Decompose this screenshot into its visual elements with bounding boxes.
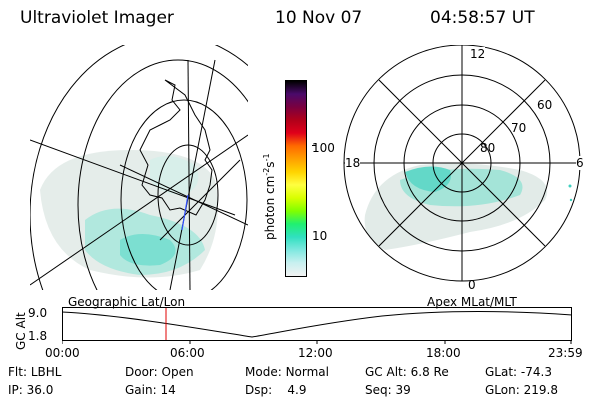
altitude-xtick-1800: 18:00: [426, 346, 461, 360]
altitude-ytick-9: 9.0: [28, 306, 48, 320]
status-glat: GLat: -74.3: [485, 365, 552, 379]
colorbar-unit-label: photon cm-2s-1: [262, 153, 277, 240]
time-label: 04:58:57 UT: [430, 8, 535, 28]
coastline: [139, 79, 213, 216]
instrument-title: Ultraviolet Imager: [20, 8, 174, 28]
meridian-line: [119, 164, 248, 226]
mlat-label-80: 80: [480, 141, 496, 155]
altitude-ytick-1.8: 1.8: [28, 329, 48, 343]
altitude-xtick-0000: 00:00: [45, 346, 80, 360]
colorbar-gradient: [286, 81, 306, 276]
meridian-line: [159, 159, 241, 241]
colorbar-tick-10: 10: [312, 229, 328, 243]
date-label: 10 Nov 07: [275, 8, 363, 28]
geographic-map-panel: [30, 45, 248, 290]
mlat-label-60: 60: [537, 98, 553, 112]
altitude-ylabel: GC Alt: [14, 312, 28, 350]
status-gcalt: GC Alt: 6.8 Re: [365, 365, 449, 379]
status-door: Door: Open: [125, 365, 194, 379]
status-mode: Mode: Normal: [245, 365, 329, 379]
geographic-panel-title: Geographic Lat/Lon: [68, 295, 186, 309]
pole-marker: [181, 194, 189, 231]
mlt-line-diagonal: [378, 79, 546, 247]
meridian-line: [30, 134, 248, 286]
mlt-label-6: 6: [576, 156, 584, 170]
status-dsp: Dsp: 4.9: [245, 383, 307, 397]
meridian-line: [187, 59, 191, 290]
status-ip: IP: 36.0: [8, 383, 54, 397]
meridian-line: [169, 59, 216, 290]
apex-panel-title: Apex MLat/MLT: [427, 295, 517, 309]
latitude-circle: [157, 144, 219, 246]
status-seq: Seq: 39: [365, 383, 411, 397]
latitude-circle: [77, 59, 248, 290]
latitude-circle: [120, 99, 248, 290]
mlt-label-18: 18: [345, 156, 361, 170]
status-glon: GLon: 219.8: [485, 383, 558, 397]
mlat-label-70: 70: [511, 121, 527, 135]
mlt-label-12: 12: [470, 47, 486, 61]
altitude-plot: [62, 307, 573, 344]
altitude-xtick-0600: 06:00: [170, 346, 205, 360]
apex-polar-panel: [343, 45, 581, 282]
status-flt: Flt: LBHL: [8, 365, 62, 379]
status-gain: Gain: 14: [125, 383, 176, 397]
colorbar: [285, 80, 307, 277]
altitude-xtick-2359: 23:59: [548, 346, 583, 360]
altitude-plot-frame: [62, 307, 572, 341]
altitude-xtick-1200: 12:00: [298, 346, 333, 360]
altitude-curve: [62, 310, 573, 338]
colorbar-tick-mark: [312, 145, 316, 146]
mlt-label-0: 0: [468, 278, 476, 292]
colorbar-tick-100: 100: [312, 141, 335, 155]
